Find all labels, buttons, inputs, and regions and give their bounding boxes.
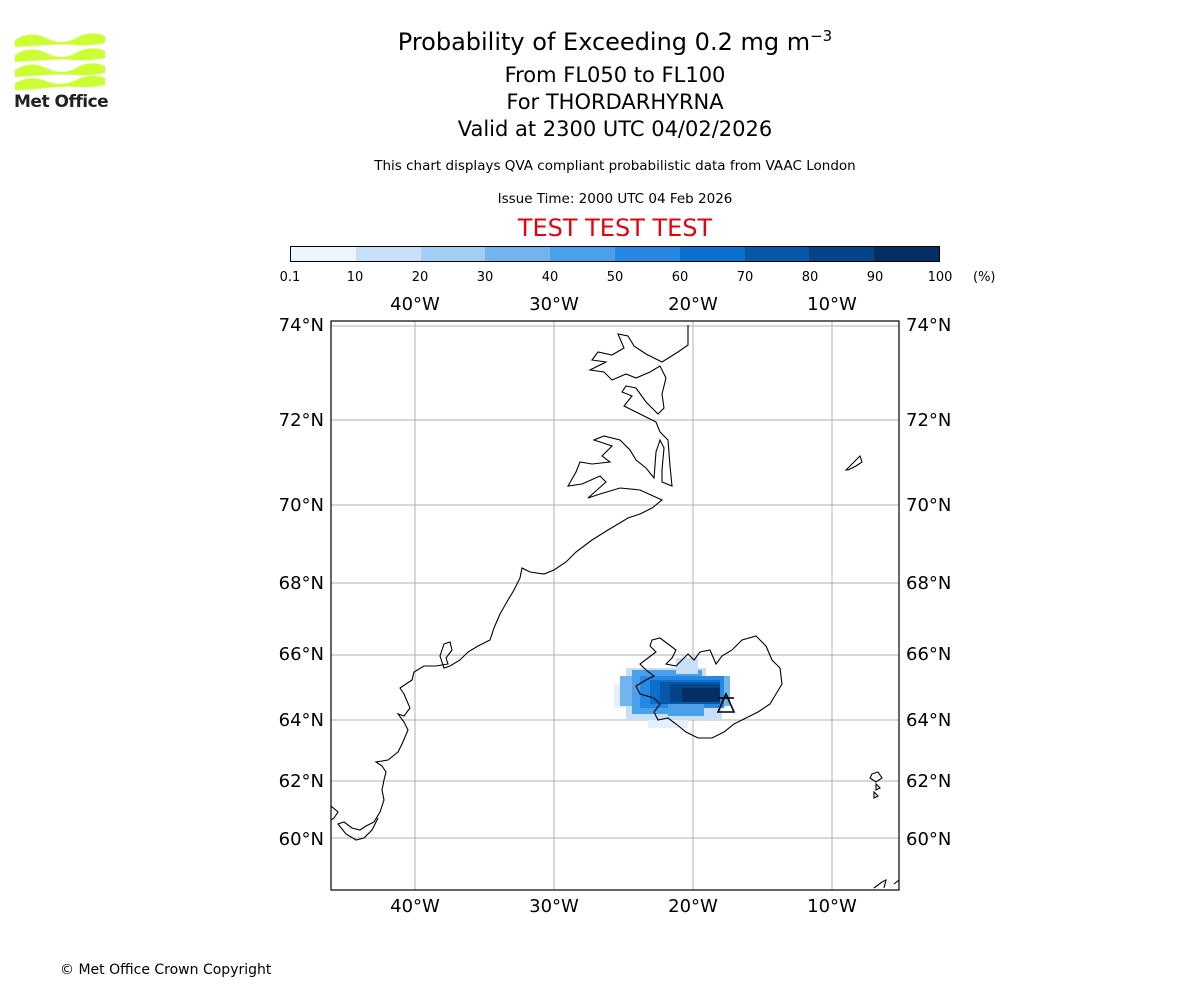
map-background bbox=[331, 321, 899, 890]
colorbar-tick-label: 60 bbox=[671, 270, 689, 285]
colorbar-segment bbox=[485, 247, 551, 261]
colorbar-tick-label: 40 bbox=[541, 270, 559, 285]
lat-labels-right: 74°N 72°N 70°N 68°N 66°N 64°N 62°N 60°N bbox=[906, 315, 951, 850]
volcano-triangle bbox=[716, 692, 736, 713]
colorbar-segment bbox=[550, 247, 615, 261]
lat-label: 68°N bbox=[279, 573, 324, 594]
lat-label: 74°N bbox=[906, 315, 951, 336]
volcano-symbol bbox=[716, 692, 736, 713]
test-banner: TEST TEST TEST bbox=[517, 214, 713, 242]
met-office-logo: Met Office bbox=[14, 30, 109, 112]
colorbar-tick-label: 70 bbox=[736, 270, 754, 285]
lat-label: 74°N bbox=[279, 315, 324, 336]
met-office-wave-icon bbox=[15, 33, 105, 90]
lon-label: 40°W bbox=[390, 294, 440, 315]
lon-label: 20°W bbox=[668, 896, 718, 917]
colorbar-segment bbox=[355, 247, 421, 261]
colorbar-segment bbox=[420, 247, 486, 261]
lon-labels-top: 40°W 30°W 20°W 10°W bbox=[390, 294, 857, 315]
lat-label: 60°N bbox=[279, 829, 324, 850]
copyright: © Met Office Crown Copyright bbox=[60, 962, 272, 978]
colorbar-tick-label: 30 bbox=[476, 270, 494, 285]
lat-label: 64°N bbox=[279, 710, 324, 731]
title-main: Probability of Exceeding 0.2 mg m bbox=[397, 28, 811, 56]
lon-labels-bottom: 40°W 30°W 20°W 10°W bbox=[390, 896, 857, 917]
issue-time: Issue Time: 2000 UTC 04 Feb 2026 bbox=[497, 191, 733, 207]
lon-label: 30°W bbox=[529, 896, 579, 917]
greenland-coast bbox=[337, 325, 689, 841]
plume-cell-90 bbox=[682, 688, 720, 702]
faroe-islands bbox=[869, 771, 883, 799]
plume-cell-40 bbox=[668, 704, 704, 716]
colorbar-tick-label: 80 bbox=[801, 270, 819, 285]
lon-label: 10°W bbox=[807, 896, 857, 917]
colorbar-tick-label: 10 bbox=[346, 270, 364, 285]
lat-label: 60°N bbox=[906, 829, 951, 850]
lat-label: 70°N bbox=[906, 495, 951, 516]
colorbar-tick-label: 100 bbox=[927, 270, 953, 285]
lon-label: 30°W bbox=[529, 294, 579, 315]
colorbar-segment bbox=[291, 247, 356, 261]
colorbar-segment bbox=[809, 247, 875, 261]
lat-label: 68°N bbox=[906, 573, 951, 594]
logo-text: Met Office bbox=[14, 92, 109, 112]
chart-description: This chart displays QVA compliant probab… bbox=[374, 158, 856, 174]
gridlines bbox=[331, 321, 899, 890]
colorbar-segment bbox=[679, 247, 745, 261]
island-jan-mayen bbox=[844, 454, 863, 471]
probability-plume bbox=[614, 658, 730, 728]
colorbar-tick-label: 0.1 bbox=[279, 270, 301, 285]
title-superscript: −3 bbox=[810, 27, 833, 45]
lat-label: 62°N bbox=[279, 771, 324, 792]
lon-label: 10°W bbox=[807, 294, 857, 315]
coastlines bbox=[331, 325, 899, 889]
valid-time-subtitle: Valid at 2300 UTC 04/02/2026 bbox=[457, 117, 773, 141]
lat-label: 72°N bbox=[906, 410, 951, 431]
lat-labels-left: 74°N 72°N 70°N 68°N 66°N 64°N 62°N 60°N bbox=[279, 315, 324, 850]
colorbar-tick-label: 50 bbox=[606, 270, 624, 285]
greenland-coast-south bbox=[331, 805, 339, 821]
iceland-coast bbox=[635, 635, 783, 739]
map-frame bbox=[330, 320, 900, 891]
lat-label: 72°N bbox=[279, 410, 324, 431]
colorbar-tick-label: 90 bbox=[866, 270, 884, 285]
lat-label: 64°N bbox=[906, 710, 951, 731]
probability-colorbar bbox=[290, 246, 940, 262]
lon-label: 40°W bbox=[390, 896, 440, 917]
colorbar-segment bbox=[614, 247, 680, 261]
plume-cell-10 bbox=[676, 658, 698, 674]
colorbar-tick-label: 20 bbox=[411, 270, 429, 285]
lat-label: 70°N bbox=[279, 495, 324, 516]
lon-label: 20°W bbox=[668, 294, 718, 315]
colorbar-segment bbox=[874, 247, 939, 261]
shetland-coast bbox=[873, 878, 899, 889]
chart-title: Probability of Exceeding 0.2 mg m−3 bbox=[0, 27, 1200, 56]
flight-level-subtitle: From FL050 to FL100 bbox=[504, 63, 726, 87]
colorbar-segment bbox=[744, 247, 810, 261]
lat-label: 66°N bbox=[906, 644, 951, 665]
lat-label: 66°N bbox=[279, 644, 324, 665]
volcano-subtitle: For THORDARHYRNA bbox=[506, 90, 724, 114]
lat-label: 62°N bbox=[906, 771, 951, 792]
colorbar-unit: (%) bbox=[973, 270, 996, 285]
